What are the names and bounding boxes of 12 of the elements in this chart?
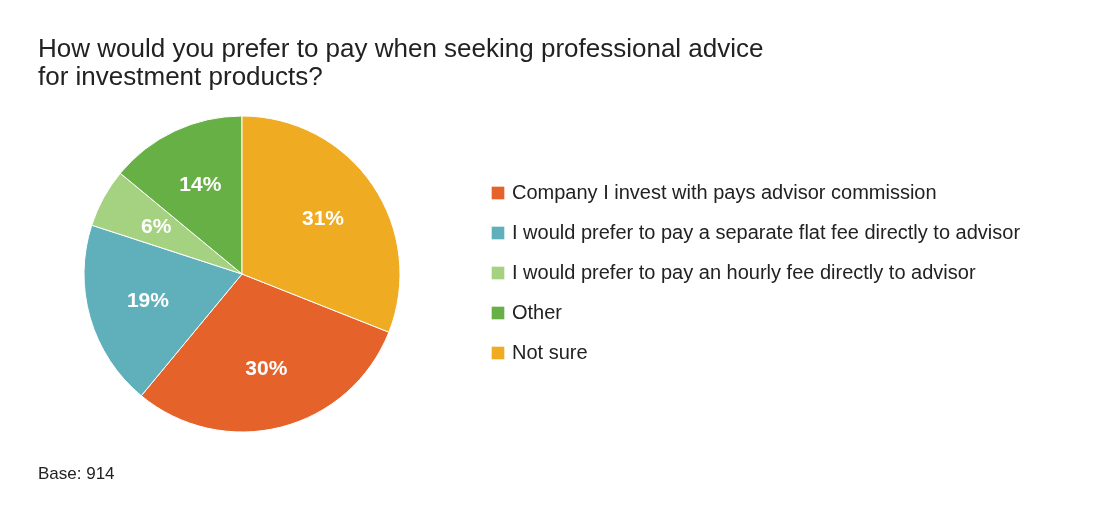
data-label: 31% bbox=[302, 205, 345, 229]
data-label: 30% bbox=[245, 355, 288, 379]
legend-label: Other bbox=[512, 301, 563, 323]
text: Base: 914 bbox=[38, 464, 115, 483]
data-label: 6% bbox=[140, 213, 172, 237]
data-label: 19% bbox=[126, 288, 170, 312]
legend-label: Not sure bbox=[512, 341, 588, 363]
data-label: 14% bbox=[179, 172, 222, 196]
chart-title: How would you prefer to pay when seeking professional advice for investment products? bbox=[38, 33, 764, 91]
legend-label: I would prefer to pay an hourly fee directly to advisor bbox=[512, 261, 976, 283]
legend-label: I would prefer to pay a separate flat fee directly to advisor bbox=[512, 221, 1021, 243]
legend-label: Company I invest with pays advisor commission bbox=[512, 181, 937, 203]
